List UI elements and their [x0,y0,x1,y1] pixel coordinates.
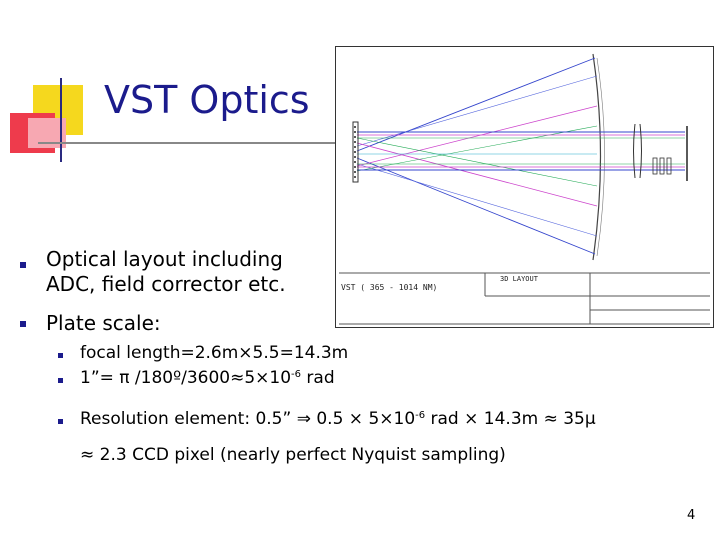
slide-title: VST Optics [104,78,310,122]
ccd-pixel-text: ≈ 2.3 CCD pixel (nearly perfect Nyquist … [80,445,506,465]
bullet-text-layout: Optical layout including ADC, field corr… [46,247,286,297]
ray-line [356,57,596,152]
decor-vertical-line [60,78,62,162]
sub-bullet-arcsec: 1”= π /180º/3600≈5×10-6 rad [80,368,335,388]
page-number: 4 [687,508,696,523]
corrector-lens [633,123,636,179]
sub-bullet-square [58,419,63,424]
ray-line [356,157,596,255]
sub-bullet-focal: focal length=2.6m×5.5=14.3m [80,343,349,363]
adc-element [652,157,658,175]
bullet-square [20,321,26,327]
bullet-square [20,262,26,268]
optical-layout-figure: VST ( 365 - 1014 NM) 3D LAYOUT [335,46,714,328]
sub-bullet-resolution: Resolution element: 0.5” ⇒ 0.5 × 5×10-6 … [80,409,596,429]
secondary-mirror [352,121,359,183]
figure-label-right: 3D LAYOUT [500,275,539,283]
bullet-text-plate-scale: Plate scale: [46,311,161,335]
sub-bullet-square [58,378,63,383]
bullet-line: ADC, field corrector etc. [46,272,286,296]
decor-horizontal-line [38,142,368,144]
bullet-line: Optical layout including [46,247,283,271]
figure-label-left: VST ( 365 - 1014 NM) [341,283,437,292]
primary-mirror [592,53,602,261]
sub-bullet-square [58,353,63,358]
